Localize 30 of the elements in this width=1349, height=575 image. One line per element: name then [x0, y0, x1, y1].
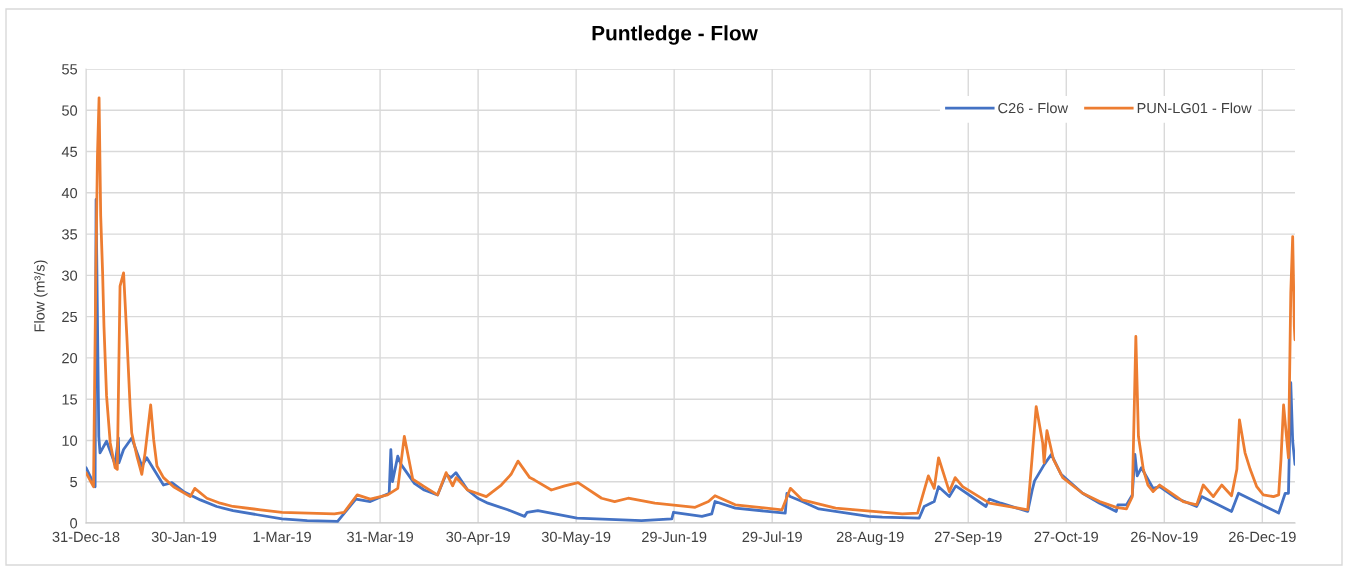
x-tick-label: 26-Nov-19	[1130, 531, 1198, 543]
y-tick-label: 50	[62, 105, 78, 116]
line-series	[86, 96, 1295, 516]
x-tick-label: 27-Sep-19	[934, 531, 1002, 545]
x-tick-label: 31-Dec-18	[52, 531, 120, 543]
y-tick-label: 45	[61, 146, 78, 157]
y-tick-label: 40	[61, 187, 78, 199]
chart-title: Puntledge - Flow	[592, 25, 758, 45]
y-tick-label: 20	[62, 353, 78, 364]
y-tick-label: 10	[62, 435, 78, 446]
x-tick-label: 28-Aug-19	[836, 531, 904, 545]
x-tick-label: 29-Jul-19	[742, 531, 802, 543]
x-tick-label: 30-Jan-19	[151, 531, 217, 543]
y-tick-label: 30	[62, 270, 78, 281]
legend-label: C26 - Flow	[998, 102, 1069, 114]
x-tick-label: 31-Mar-19	[347, 531, 414, 543]
y-tick-label: 0	[70, 518, 78, 529]
x-tick-label: 30-May-19	[541, 531, 611, 545]
y-tick-label: 35	[62, 229, 78, 240]
legend-label: PUN-LG01 - Flow	[1137, 102, 1252, 114]
x-tick-label: 29-Jun-19	[642, 531, 707, 543]
y-tick-label: 15	[62, 394, 78, 405]
x-tick-label: 27-Oct-19	[1034, 531, 1098, 543]
x-tick-label: 1-Mar-19	[253, 531, 311, 543]
x-tick-label: 30-Apr-19	[446, 531, 510, 545]
y-axis-title: Flow (m³/s)	[33, 260, 48, 332]
y-tick-label: 5	[70, 476, 78, 488]
y-tick-label: 55	[62, 64, 78, 75]
y-tick-label: 25	[62, 311, 78, 323]
x-tick-label: 26-Dec-19	[1229, 531, 1296, 543]
